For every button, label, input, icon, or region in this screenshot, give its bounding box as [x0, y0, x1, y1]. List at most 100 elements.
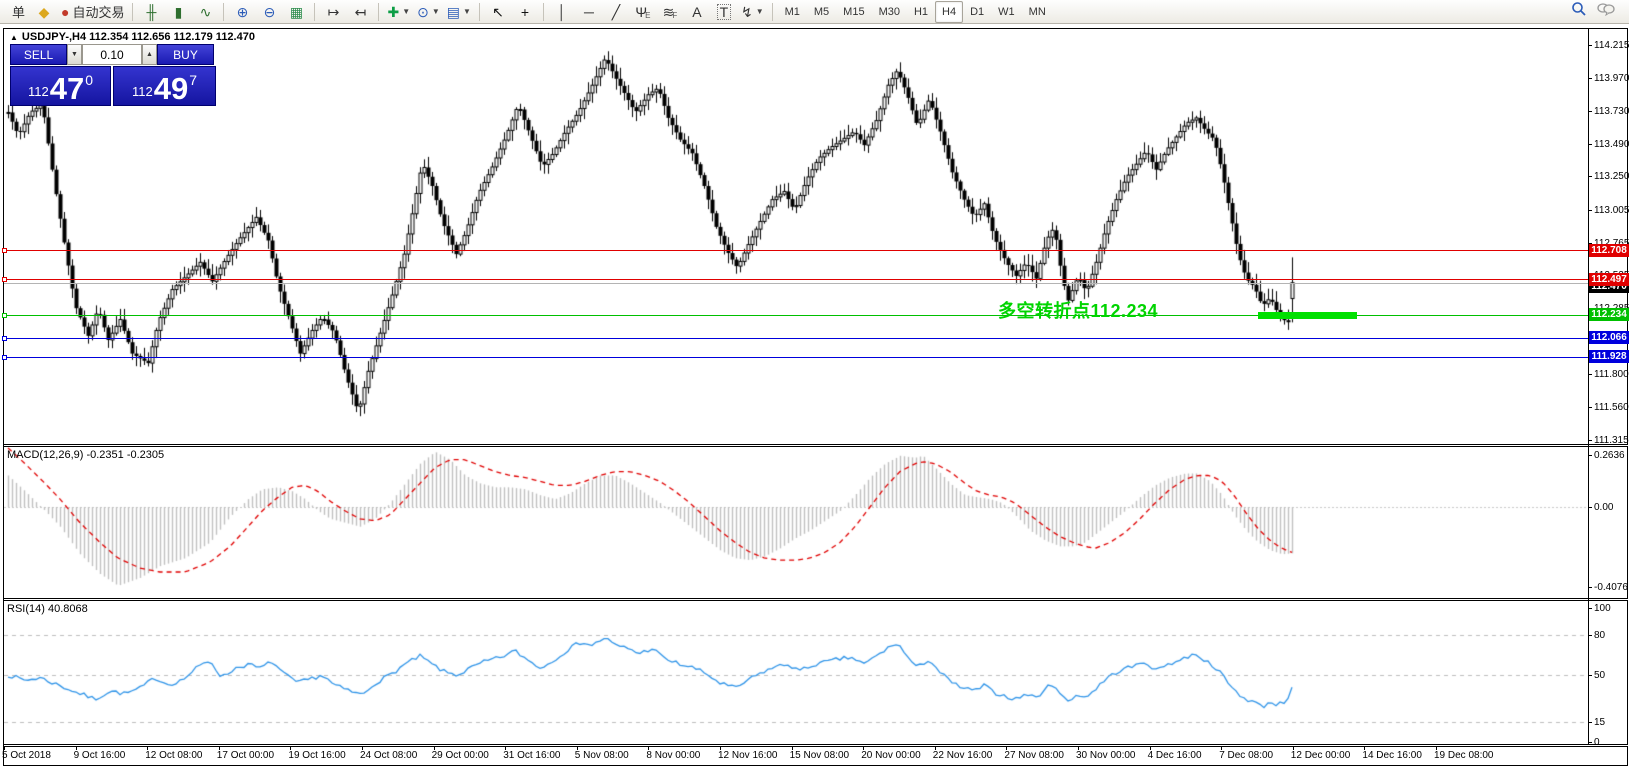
tile-windows-icon[interactable]: ▦: [283, 2, 309, 22]
line-anchor-handle[interactable]: [2, 248, 7, 254]
pane-separator[interactable]: [4, 598, 1628, 601]
zoom-in-icon[interactable]: ⊕: [229, 2, 255, 22]
macd-indicator-canvas[interactable]: [4, 447, 1588, 597]
pivot-annotation-text[interactable]: 多空转折点112.234: [998, 301, 1159, 321]
periods-clock-icon: ⊙: [417, 3, 429, 20]
time-axis-tick: [75, 746, 77, 750]
rsi-axis-tick-label: 100: [1594, 603, 1611, 614]
time-axis-label: 9 Oct 16:00: [73, 750, 126, 761]
templates-button[interactable]: ▤ ▼: [444, 2, 474, 22]
autotrading-button-label: 自动交易: [72, 5, 125, 20]
bar-chart-icon[interactable]: ╫: [138, 2, 164, 22]
rsi-indicator-canvas[interactable]: [4, 601, 1588, 744]
axis-tick-mark: [1588, 176, 1592, 178]
horizontal-line-button[interactable]: ─: [576, 2, 602, 22]
vertical-line-icon: │: [557, 3, 567, 20]
line-chart-icon: ∿: [199, 3, 212, 20]
line-anchor-handle[interactable]: [2, 312, 7, 318]
line-anchor-handle[interactable]: [2, 335, 7, 341]
new-order-button[interactable]: 单: [4, 2, 30, 22]
new-chart-button[interactable]: ✚ ▼: [384, 2, 413, 22]
dropdown-caret-icon[interactable]: ▼: [463, 7, 471, 16]
axis-tick-mark: [1588, 742, 1592, 743]
timeframe-button-mn[interactable]: MN: [1028, 5, 1046, 18]
buy-button[interactable]: BUY: [157, 44, 214, 65]
time-axis-tick: [720, 746, 721, 750]
horizontal-level-line[interactable]: [4, 314, 1588, 316]
auto-scroll-icon[interactable]: ↦: [320, 2, 346, 22]
lot-increase-button[interactable]: ▲: [142, 44, 157, 65]
price-axis-tick-label: 113.005: [1594, 204, 1629, 216]
horizontal-level-line[interactable]: [4, 337, 1588, 339]
dropdown-caret-icon[interactable]: ▼: [755, 7, 764, 16]
collapse-arrow-icon[interactable]: ▲: [10, 33, 18, 42]
search-icon[interactable]: [1571, 1, 1587, 22]
sell-price-sup: 0: [85, 72, 93, 88]
icon-subscript: E: [645, 11, 651, 20]
text-label-button[interactable]: T: [711, 2, 737, 22]
fibonacci-button[interactable]: ≋ F: [657, 2, 683, 22]
text-button[interactable]: A: [684, 2, 710, 22]
horizontal-level-line[interactable]: [4, 250, 1588, 252]
autotrading-button[interactable]: ● 自动交易: [58, 2, 127, 22]
sell-button[interactable]: SELL: [10, 44, 67, 65]
time-axis-label: 31 Oct 16:00: [503, 750, 561, 761]
time-axis-label: 4 Dec 16:00: [1147, 750, 1202, 761]
time-axis-tick: [362, 746, 363, 750]
time-axis-label: 24 Oct 08:00: [360, 750, 418, 761]
green-highlight-bar[interactable]: [1258, 312, 1357, 319]
axis-tick-mark: [1588, 111, 1592, 113]
axis-tick-mark: [1588, 143, 1592, 145]
line-anchor-handle[interactable]: [2, 354, 7, 360]
horizontal-level-line[interactable]: [4, 356, 1588, 358]
timeframe-button-m30[interactable]: M30: [878, 5, 900, 18]
candlestick-chart-icon[interactable]: ▮: [165, 2, 191, 22]
time-axis-label: 30 Nov 00:00: [1076, 750, 1136, 761]
pane-separator[interactable]: [4, 444, 1628, 447]
price-axis-tick-label: 113.250: [1594, 171, 1629, 183]
dropdown-caret-icon[interactable]: ▼: [402, 7, 411, 16]
sell-price-display[interactable]: 112 47 0: [10, 66, 111, 106]
time-axis-label: 7 Dec 08:00: [1219, 750, 1274, 761]
community-chat-icon[interactable]: [1597, 2, 1615, 21]
timeframe-button-m5[interactable]: M5: [813, 5, 830, 18]
crosshair-button[interactable]: +: [512, 2, 538, 22]
lot-decrease-button[interactable]: ▼: [67, 44, 82, 65]
lot-size-input[interactable]: 0.10: [82, 44, 142, 65]
time-axis-label: 12 Nov 16:00: [718, 750, 778, 761]
timeframe-button-m15[interactable]: M15: [843, 5, 865, 18]
timeframe-button-m1[interactable]: M1: [784, 5, 800, 18]
dropdown-caret-icon[interactable]: ▼: [431, 7, 440, 16]
line-anchor-handle[interactable]: [2, 277, 7, 283]
price-axis-tick-label: 111.800: [1594, 369, 1629, 381]
trendline-button[interactable]: ╱: [603, 2, 629, 22]
axis-tick-mark: [1588, 587, 1592, 589]
timeframe-button-w1[interactable]: W1: [998, 5, 1015, 18]
horizontal-level-line[interactable]: [4, 279, 1588, 281]
price-axis-line: [1588, 29, 1589, 745]
arrows-button[interactable]: ↯ ▼: [738, 2, 767, 22]
rsi-label: RSI(14) 40.8068: [7, 603, 88, 615]
buy-price-main: 49: [153, 70, 189, 106]
buy-price-display[interactable]: 112 49 7: [113, 66, 216, 106]
time-axis-label: 19 Dec 08:00: [1434, 750, 1494, 761]
auto-scroll-icon: ↦: [327, 3, 340, 20]
symbol-header: ▲ USDJPY-,H4 112.354 112.656 112.179 112.…: [10, 31, 255, 43]
timeframe-button-h1[interactable]: H1: [913, 5, 929, 18]
line-chart-icon[interactable]: ∿: [192, 2, 218, 22]
zoom-out-icon[interactable]: ⊖: [256, 2, 282, 22]
vertical-line-button[interactable]: │: [549, 2, 575, 22]
chart-shift-icon[interactable]: ↤: [347, 2, 373, 22]
price-chart-canvas[interactable]: [4, 29, 1588, 444]
cursor-button[interactable]: ↖: [485, 2, 511, 22]
buy-price-prefix: 112: [131, 84, 153, 99]
buy-price-sup: 7: [189, 72, 197, 88]
timeframe-button-d1[interactable]: D1: [970, 5, 985, 18]
gold-brick-icon[interactable]: ◆: [31, 2, 57, 22]
periods-clock-button[interactable]: ⊙ ▼: [414, 2, 443, 22]
axis-tick-mark: [1588, 78, 1592, 80]
timeframe-button-h4[interactable]: H4: [935, 0, 964, 23]
candlestick-chart-icon: ▮: [174, 3, 183, 20]
